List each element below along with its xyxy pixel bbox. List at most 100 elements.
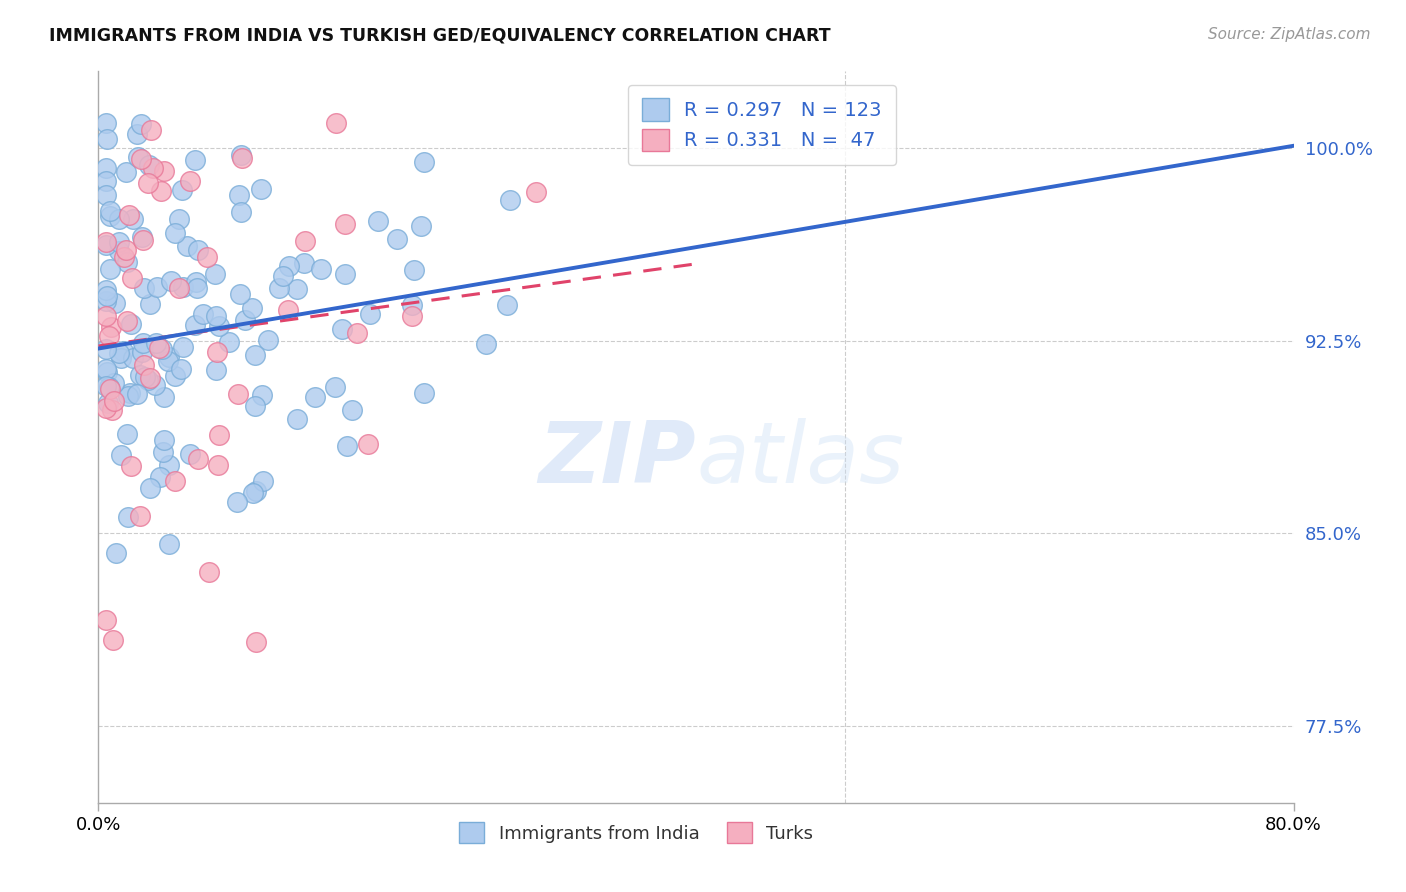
Point: [153, 433, 176, 447]
Point: [115, 426, 138, 441]
Point: [120, 459, 142, 474]
Point: [165, 226, 187, 240]
Point: [292, 255, 315, 269]
Point: [98, 203, 121, 218]
Point: [103, 394, 125, 409]
Point: [346, 326, 368, 340]
Point: [112, 250, 135, 264]
Point: [131, 153, 153, 167]
Point: [139, 481, 162, 495]
Point: [335, 267, 357, 281]
Point: [165, 369, 187, 384]
Point: [107, 244, 129, 258]
Point: [413, 385, 436, 400]
Point: [163, 474, 186, 488]
Point: [229, 148, 252, 162]
Point: [94, 283, 117, 297]
Point: [96, 132, 118, 146]
Point: [114, 165, 136, 179]
Legend: Immigrants from India, Turks: Immigrants from India, Turks: [447, 810, 825, 856]
Point: [225, 495, 247, 509]
Point: [385, 232, 408, 246]
Point: [105, 546, 128, 560]
Point: [132, 233, 155, 247]
Point: [172, 183, 194, 197]
Point: [233, 313, 256, 327]
Point: [309, 262, 332, 277]
Point: [229, 286, 252, 301]
Point: [94, 342, 117, 356]
Point: [115, 314, 138, 328]
Point: [240, 301, 263, 315]
Point: [129, 117, 152, 131]
Point: [145, 335, 167, 350]
Point: [285, 282, 308, 296]
Point: [101, 402, 124, 417]
Point: [160, 274, 183, 288]
Point: [94, 174, 117, 188]
Point: [121, 211, 143, 226]
Point: [249, 182, 271, 196]
Point: [150, 342, 173, 356]
Point: [157, 351, 180, 365]
Point: [136, 373, 159, 387]
Point: [118, 385, 141, 400]
Point: [132, 281, 155, 295]
Point: [111, 344, 134, 359]
Point: [101, 633, 124, 648]
Point: [94, 613, 117, 627]
Point: [150, 184, 173, 198]
Point: [146, 280, 169, 294]
Point: [401, 298, 423, 312]
Text: IMMIGRANTS FROM INDIA VS TURKISH GED/EQUIVALENCY CORRELATION CHART: IMMIGRANTS FROM INDIA VS TURKISH GED/EQU…: [49, 27, 831, 45]
Point: [97, 380, 120, 394]
Point: [330, 322, 353, 336]
Point: [183, 318, 205, 332]
Point: [207, 427, 229, 442]
Point: [118, 208, 141, 222]
Point: [499, 193, 522, 207]
Point: [184, 153, 207, 167]
Point: [179, 174, 201, 188]
Point: [127, 150, 149, 164]
Point: [198, 565, 221, 579]
Point: [110, 351, 132, 366]
Point: [340, 403, 363, 417]
Point: [231, 205, 253, 219]
Point: [157, 537, 180, 551]
Point: [108, 235, 131, 250]
Point: [107, 346, 129, 360]
Point: [134, 369, 156, 384]
Point: [103, 376, 125, 390]
Point: [115, 255, 138, 269]
Point: [98, 262, 121, 277]
Point: [156, 354, 179, 368]
Point: [167, 281, 190, 295]
Point: [271, 269, 294, 284]
Point: [131, 230, 153, 244]
Point: [96, 365, 118, 379]
Point: [524, 186, 547, 200]
Point: [98, 382, 121, 396]
Point: [304, 390, 326, 404]
Point: [278, 259, 301, 273]
Point: [228, 187, 250, 202]
Point: [218, 335, 240, 350]
Point: [94, 237, 117, 252]
Point: [285, 411, 308, 425]
Point: [94, 116, 117, 130]
Point: [121, 270, 143, 285]
Text: Source: ZipAtlas.com: Source: ZipAtlas.com: [1208, 27, 1371, 42]
Point: [250, 388, 273, 402]
Point: [333, 217, 356, 231]
Point: [138, 158, 160, 172]
Point: [100, 319, 122, 334]
Point: [149, 470, 172, 484]
Point: [409, 219, 432, 233]
Point: [170, 362, 193, 376]
Point: [94, 401, 117, 416]
Point: [245, 634, 267, 648]
Point: [148, 341, 170, 355]
Point: [120, 318, 142, 332]
Point: [97, 396, 120, 410]
